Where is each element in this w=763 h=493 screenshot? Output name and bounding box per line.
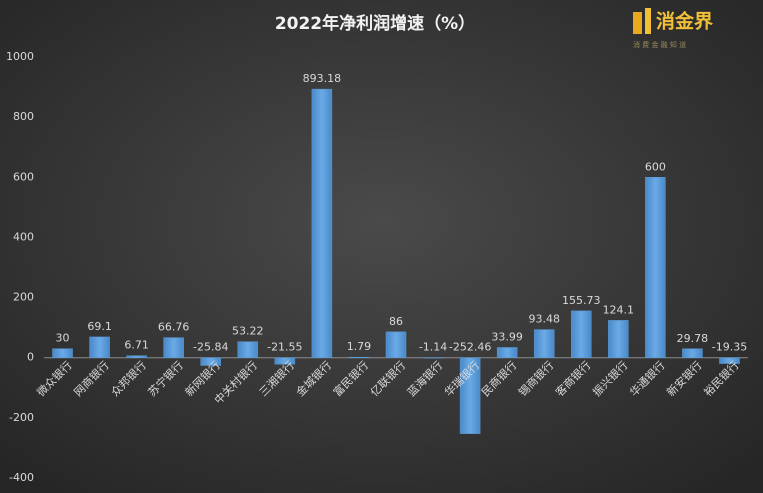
data-label: -1.14 bbox=[419, 341, 447, 354]
bar bbox=[348, 356, 370, 358]
data-label: 155.73 bbox=[562, 294, 601, 307]
data-label: 33.99 bbox=[491, 330, 523, 343]
bar bbox=[200, 357, 221, 366]
data-label: -252.46 bbox=[449, 341, 491, 354]
data-label: 600 bbox=[645, 160, 666, 173]
bar bbox=[52, 348, 73, 358]
chart-title: 2022年净利润增速（%） bbox=[275, 13, 475, 34]
bar bbox=[571, 310, 592, 358]
logo-icon bbox=[645, 8, 651, 34]
data-label: 6.71 bbox=[124, 339, 149, 352]
data-label: 53.22 bbox=[232, 325, 264, 338]
y-tick-label: 1000 bbox=[6, 50, 34, 63]
bar bbox=[682, 348, 703, 358]
bar bbox=[645, 177, 666, 358]
data-label: 93.48 bbox=[528, 313, 560, 326]
data-label: -19.35 bbox=[712, 341, 747, 354]
data-label: 1.79 bbox=[347, 340, 372, 353]
bar bbox=[719, 357, 740, 364]
bar bbox=[496, 347, 518, 358]
y-tick-label: 400 bbox=[13, 230, 34, 243]
bar bbox=[459, 357, 481, 434]
bar bbox=[385, 331, 407, 358]
logo: 消金界 bbox=[656, 10, 713, 33]
bar bbox=[311, 88, 333, 358]
data-label: 69.1 bbox=[87, 320, 112, 333]
data-label: -21.55 bbox=[267, 341, 302, 354]
bar bbox=[533, 329, 555, 358]
data-label: -25.84 bbox=[193, 341, 228, 354]
bar bbox=[89, 336, 110, 358]
y-tick-label: -400 bbox=[9, 471, 34, 484]
y-tick-label: 0 bbox=[27, 351, 34, 364]
logo-subtitle: 消 费 金 融 知 道 bbox=[633, 40, 686, 49]
bar bbox=[126, 355, 147, 358]
data-label: 66.76 bbox=[158, 321, 190, 334]
y-tick-label: 600 bbox=[13, 170, 34, 183]
data-label: 30 bbox=[56, 332, 70, 345]
bar bbox=[274, 357, 296, 365]
logo-icon bbox=[633, 12, 642, 34]
data-label: 86 bbox=[389, 315, 403, 328]
y-tick-label: -200 bbox=[9, 411, 34, 424]
y-tick-label: 200 bbox=[13, 291, 34, 304]
data-label: 893.18 bbox=[303, 72, 342, 85]
data-label: 29.78 bbox=[677, 332, 709, 345]
data-label: 124.1 bbox=[603, 303, 635, 316]
bar bbox=[237, 341, 259, 358]
bar bbox=[608, 320, 629, 358]
bar bbox=[163, 337, 184, 358]
y-tick-label: 800 bbox=[13, 110, 34, 123]
